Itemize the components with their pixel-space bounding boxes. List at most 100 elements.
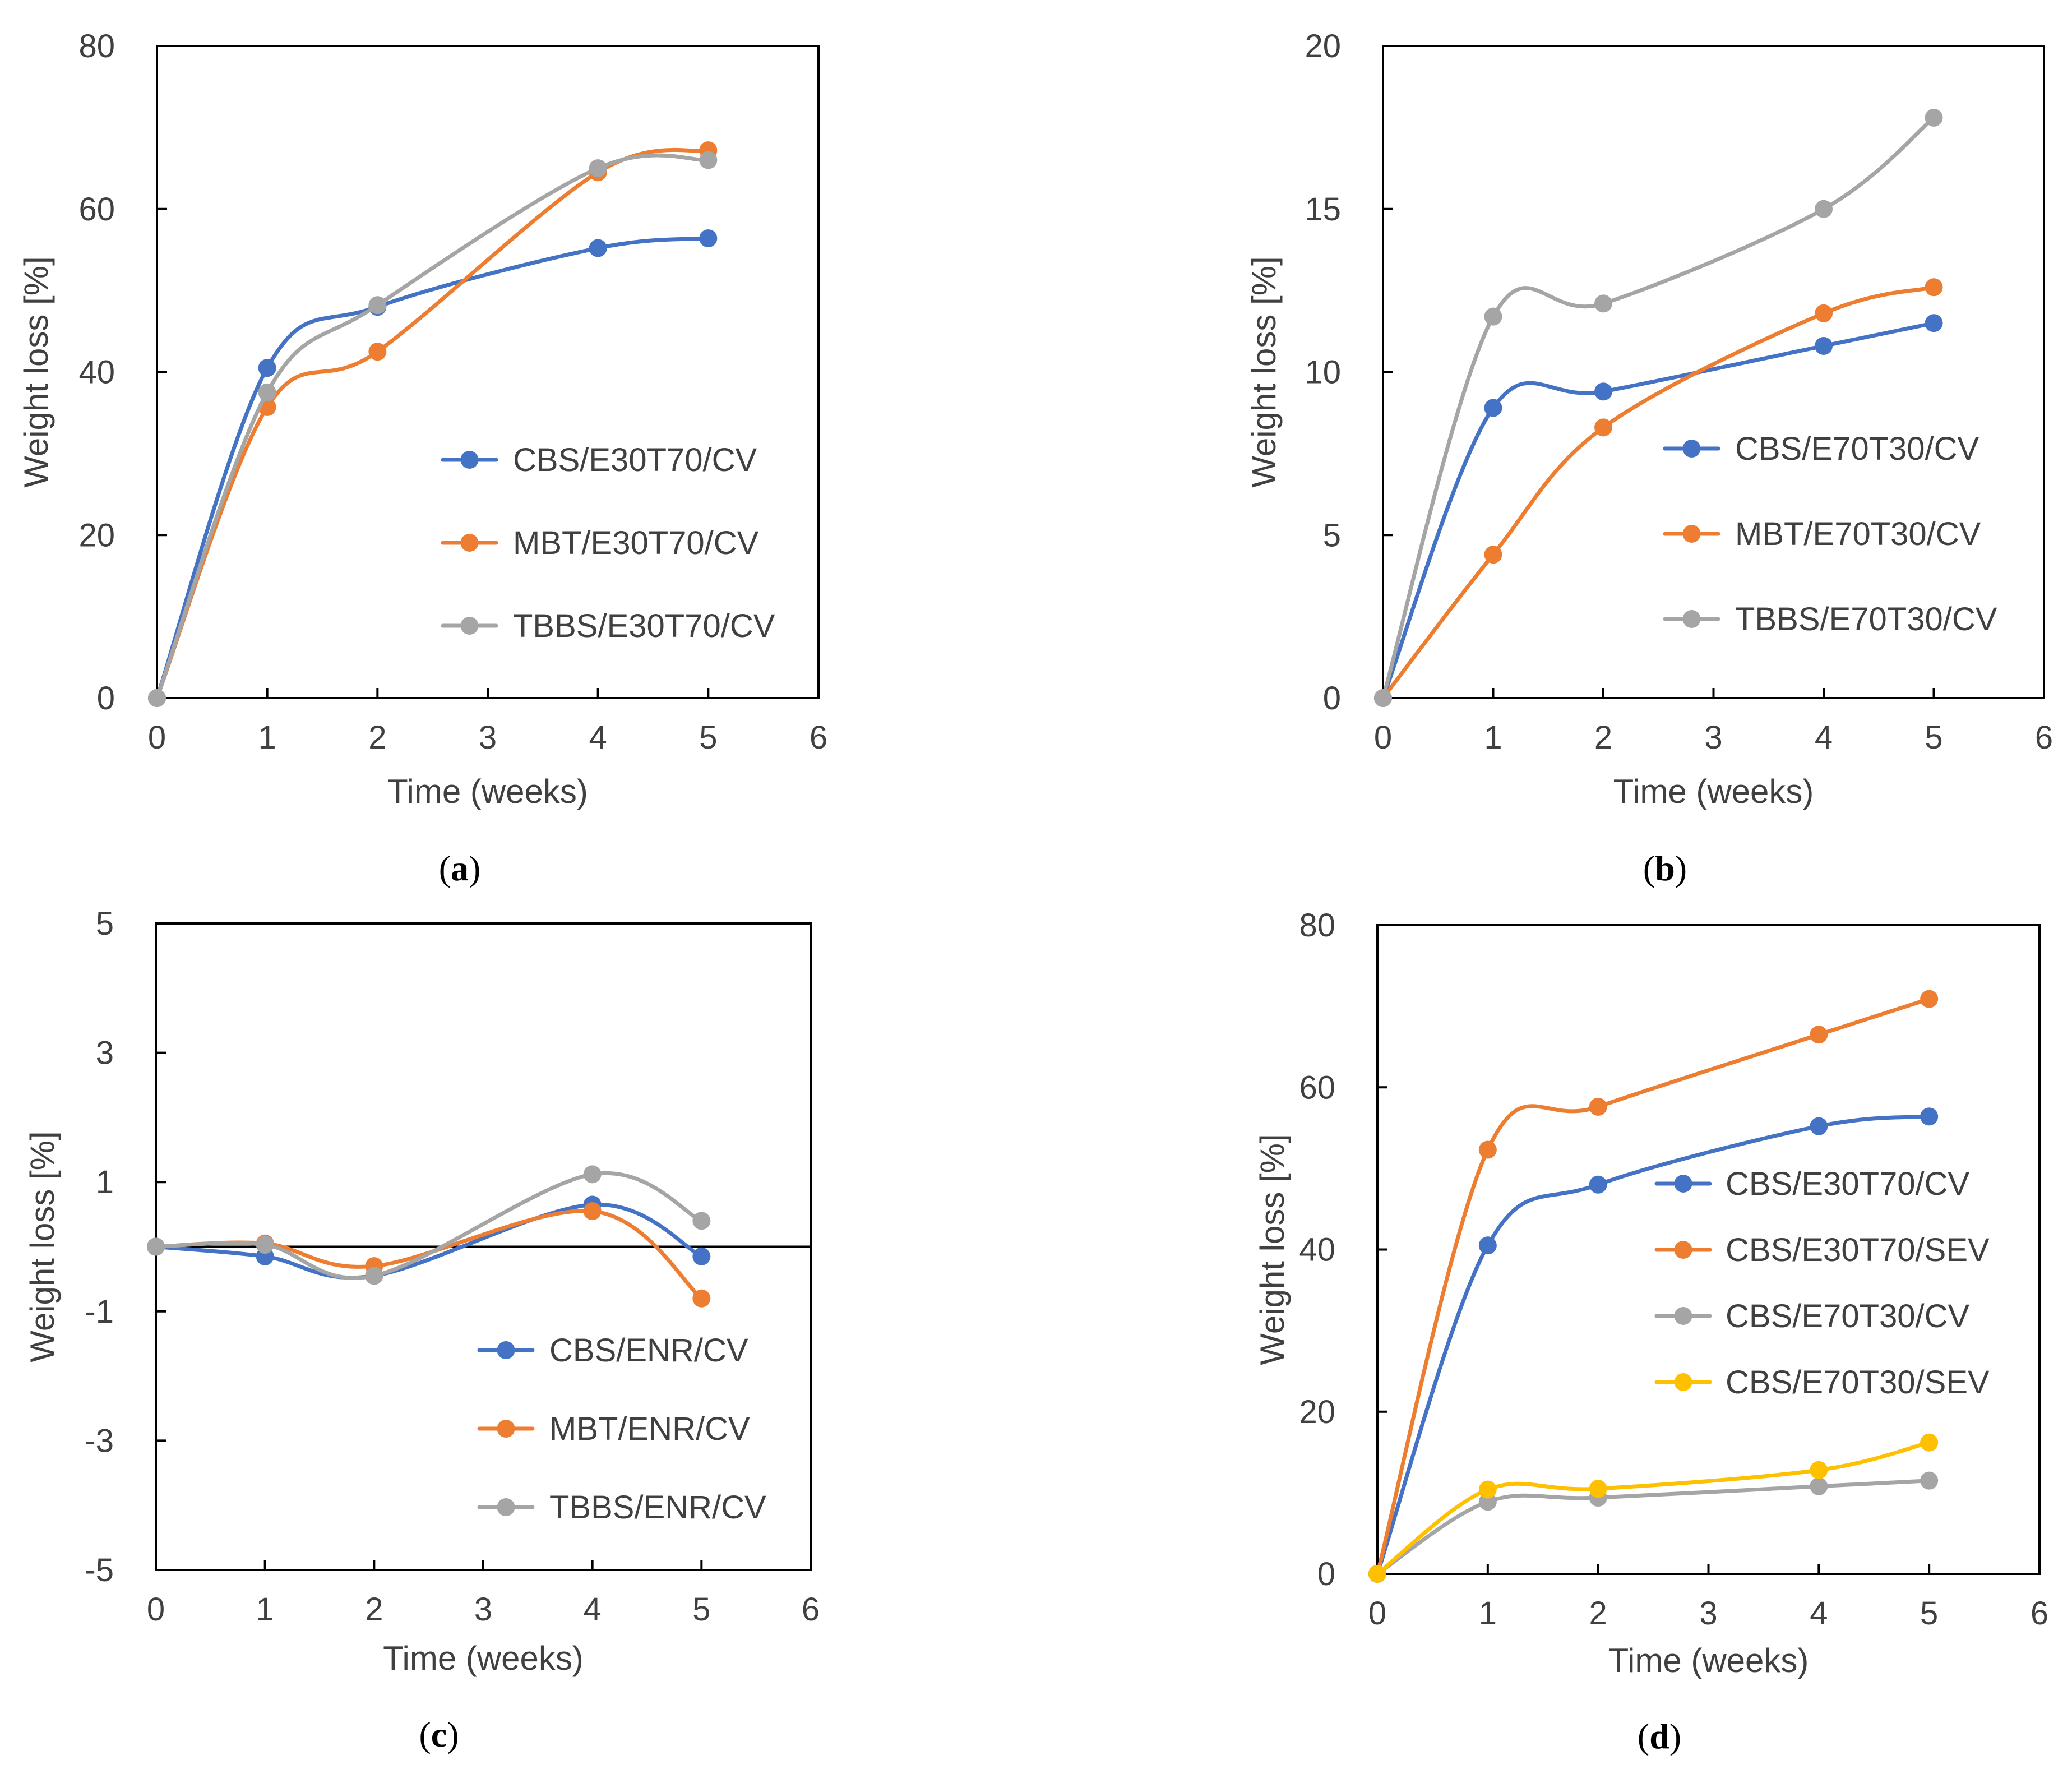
y-tick-label: 40 — [1299, 1232, 1335, 1268]
caption-letter: a — [451, 848, 469, 888]
data-point — [1920, 990, 1939, 1008]
data-point — [692, 1289, 711, 1308]
data-point — [365, 1267, 383, 1285]
data-point — [1374, 689, 1392, 707]
data-point — [1920, 1433, 1939, 1452]
series-c-2 — [147, 1165, 711, 1285]
series-b-2 — [1374, 108, 1943, 707]
series-a-2 — [148, 151, 718, 707]
y-axis-label: Weight loss [%] — [1254, 1134, 1291, 1365]
data-point — [258, 359, 276, 377]
x-axis-label: Time (weeks) — [387, 773, 588, 810]
data-point — [692, 1247, 711, 1265]
y-axis-label: Weight loss [%] — [1245, 256, 1283, 487]
series-line — [1381, 116, 1936, 700]
series-line — [155, 153, 710, 700]
legend-entry: MBT/E30T70/CV — [441, 525, 759, 561]
legend-marker — [1674, 1307, 1692, 1325]
y-tick-label: 20 — [1305, 28, 1341, 64]
data-point — [258, 383, 276, 401]
panel-caption: (a) — [439, 848, 481, 888]
legend-marker — [1682, 440, 1701, 458]
x-tick-label: 5 — [1920, 1595, 1938, 1632]
legend-entry: CBS/E70T30/CV — [1663, 431, 1979, 467]
legend-marker — [497, 1498, 515, 1516]
series-line — [1375, 1114, 1931, 1576]
series-line — [1375, 1479, 1931, 1576]
y-tick-label: 0 — [97, 680, 115, 717]
x-tick-label: 5 — [692, 1591, 710, 1628]
y-tick-label: -1 — [85, 1294, 114, 1330]
y-axis-label: Weight loss [%] — [17, 256, 55, 487]
data-point — [1815, 200, 1833, 218]
legend-marker — [460, 617, 479, 635]
caption-paren-close: ) — [447, 1715, 459, 1754]
legend-label: TBBS/E70T30/CV — [1735, 601, 1997, 638]
legend-label: CBS/E30T70/SEV — [1726, 1232, 1990, 1268]
series-line — [1375, 1440, 1931, 1576]
legend-entry: TBBS/ENR/CV — [477, 1489, 766, 1526]
x-tick-label: 2 — [365, 1591, 383, 1628]
y-tick-label: 60 — [1299, 1069, 1335, 1106]
panel-caption: (b) — [1643, 848, 1687, 888]
data-point — [148, 689, 166, 707]
x-axis-label: Time (weeks) — [1608, 1642, 1809, 1679]
caption-letter: c — [431, 1715, 447, 1754]
data-point — [583, 1202, 602, 1221]
data-point — [1815, 304, 1833, 322]
x-tick-label: 3 — [474, 1591, 492, 1628]
data-point — [589, 239, 607, 257]
x-tick-label: 3 — [1699, 1595, 1717, 1632]
y-tick-label: 40 — [78, 354, 115, 391]
legend-entry: CBS/E30T70/CV — [441, 442, 757, 478]
x-tick-label: 6 — [802, 1591, 820, 1628]
data-point — [1594, 294, 1612, 313]
data-point — [1594, 382, 1612, 401]
data-point — [1368, 1565, 1386, 1583]
series-d-3 — [1368, 1433, 1939, 1583]
data-point — [1810, 1026, 1828, 1044]
data-point — [692, 1212, 711, 1230]
x-tick-label: 4 — [589, 719, 607, 756]
series-b-1 — [1374, 278, 1943, 707]
y-tick-label: -3 — [85, 1422, 114, 1459]
legend-entry: CBS/ENR/CV — [477, 1332, 748, 1369]
legend-marker — [460, 451, 479, 469]
y-tick-label: 0 — [1317, 1556, 1335, 1592]
series-line — [154, 1171, 704, 1280]
legend-label: MBT/E30T70/CV — [513, 525, 759, 561]
chart-panel-b: 0 1 2 3 4 5 6 0 5 10 15 20 Time (weeks) Weight loss [… — [1245, 28, 2053, 888]
x-tick-label: 0 — [1368, 1595, 1386, 1632]
legend-marker — [497, 1341, 515, 1359]
legend-entry: CBS/E30T70/CV — [1654, 1166, 1970, 1202]
y-tick-label: 15 — [1305, 191, 1341, 228]
x-tick-label: 5 — [699, 719, 717, 756]
x-tick-label: 4 — [1810, 1595, 1828, 1632]
y-tick-label: 0 — [1323, 680, 1341, 717]
legend-label: CBS/E30T70/CV — [1726, 1166, 1970, 1202]
legend-marker — [1674, 1373, 1692, 1391]
x-axis-label: Time (weeks) — [383, 1639, 584, 1677]
data-point — [1484, 546, 1502, 564]
x-tick-label: 4 — [1815, 719, 1833, 756]
caption-paren-open: ( — [439, 848, 451, 888]
series-c-0 — [147, 1195, 711, 1285]
x-tick-label: 3 — [1704, 719, 1722, 756]
x-tick-label: 0 — [1374, 719, 1392, 756]
x-tick-label: 6 — [2035, 719, 2053, 756]
series-b-0 — [1374, 314, 1943, 707]
data-point — [368, 343, 387, 361]
series-line — [154, 1202, 704, 1280]
x-tick-label: 5 — [1925, 719, 1942, 756]
legend-label: CBS/E70T30/SEV — [1726, 1364, 1990, 1401]
x-axis-label: Time (weeks) — [1613, 773, 1814, 810]
data-point — [1810, 1461, 1828, 1479]
data-point — [699, 151, 718, 169]
data-point — [1589, 1097, 1607, 1116]
x-tick-label: 3 — [479, 719, 497, 756]
legend-entry: CBS/E30T70/SEV — [1654, 1232, 1990, 1268]
x-tick-label: 1 — [258, 719, 276, 756]
legend-entry: MBT/E70T30/CV — [1663, 516, 1981, 552]
data-point — [1478, 1236, 1497, 1255]
caption-paren-close: ) — [1675, 848, 1687, 888]
